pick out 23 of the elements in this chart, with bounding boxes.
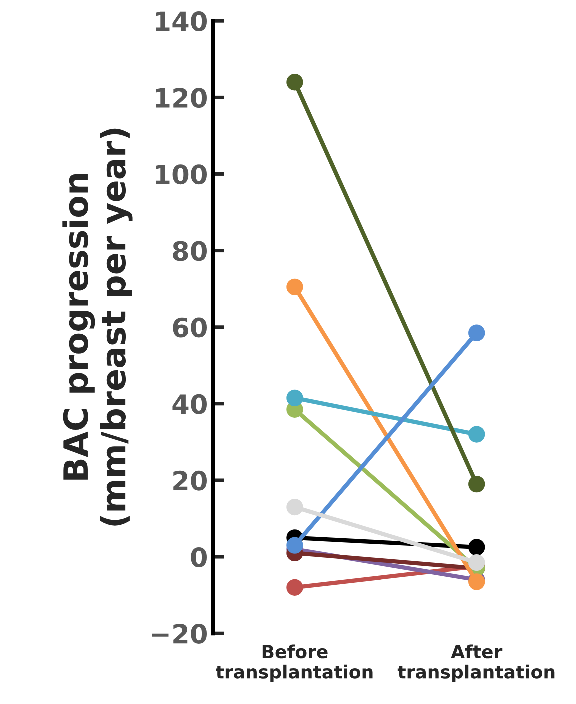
y-tick-label: 60 xyxy=(173,318,207,338)
y-axis-title: BAC progression (mm/breast per year) xyxy=(62,128,133,526)
point xyxy=(468,539,486,556)
y-tick-label: 120 xyxy=(156,88,207,108)
y-tick-label: 80 xyxy=(173,241,207,262)
point xyxy=(468,476,486,493)
point xyxy=(468,426,486,443)
point xyxy=(286,579,304,596)
y-tick-label: 0 xyxy=(191,547,207,568)
y-tick-label: 40 xyxy=(172,394,207,414)
y-tick-label: 20 xyxy=(174,470,207,491)
y-tick-label: −20 xyxy=(152,624,207,644)
point xyxy=(286,74,304,91)
point xyxy=(286,537,304,554)
point xyxy=(286,390,304,407)
point xyxy=(468,324,486,342)
point xyxy=(468,554,486,572)
point xyxy=(286,278,304,296)
point xyxy=(286,498,304,516)
x-tick-label: After transplantation xyxy=(398,644,555,682)
x-tick-label: Before transplantation xyxy=(216,644,373,682)
y-tick-label: 140 xyxy=(156,12,207,32)
y-tick-label: 100 xyxy=(156,164,207,185)
